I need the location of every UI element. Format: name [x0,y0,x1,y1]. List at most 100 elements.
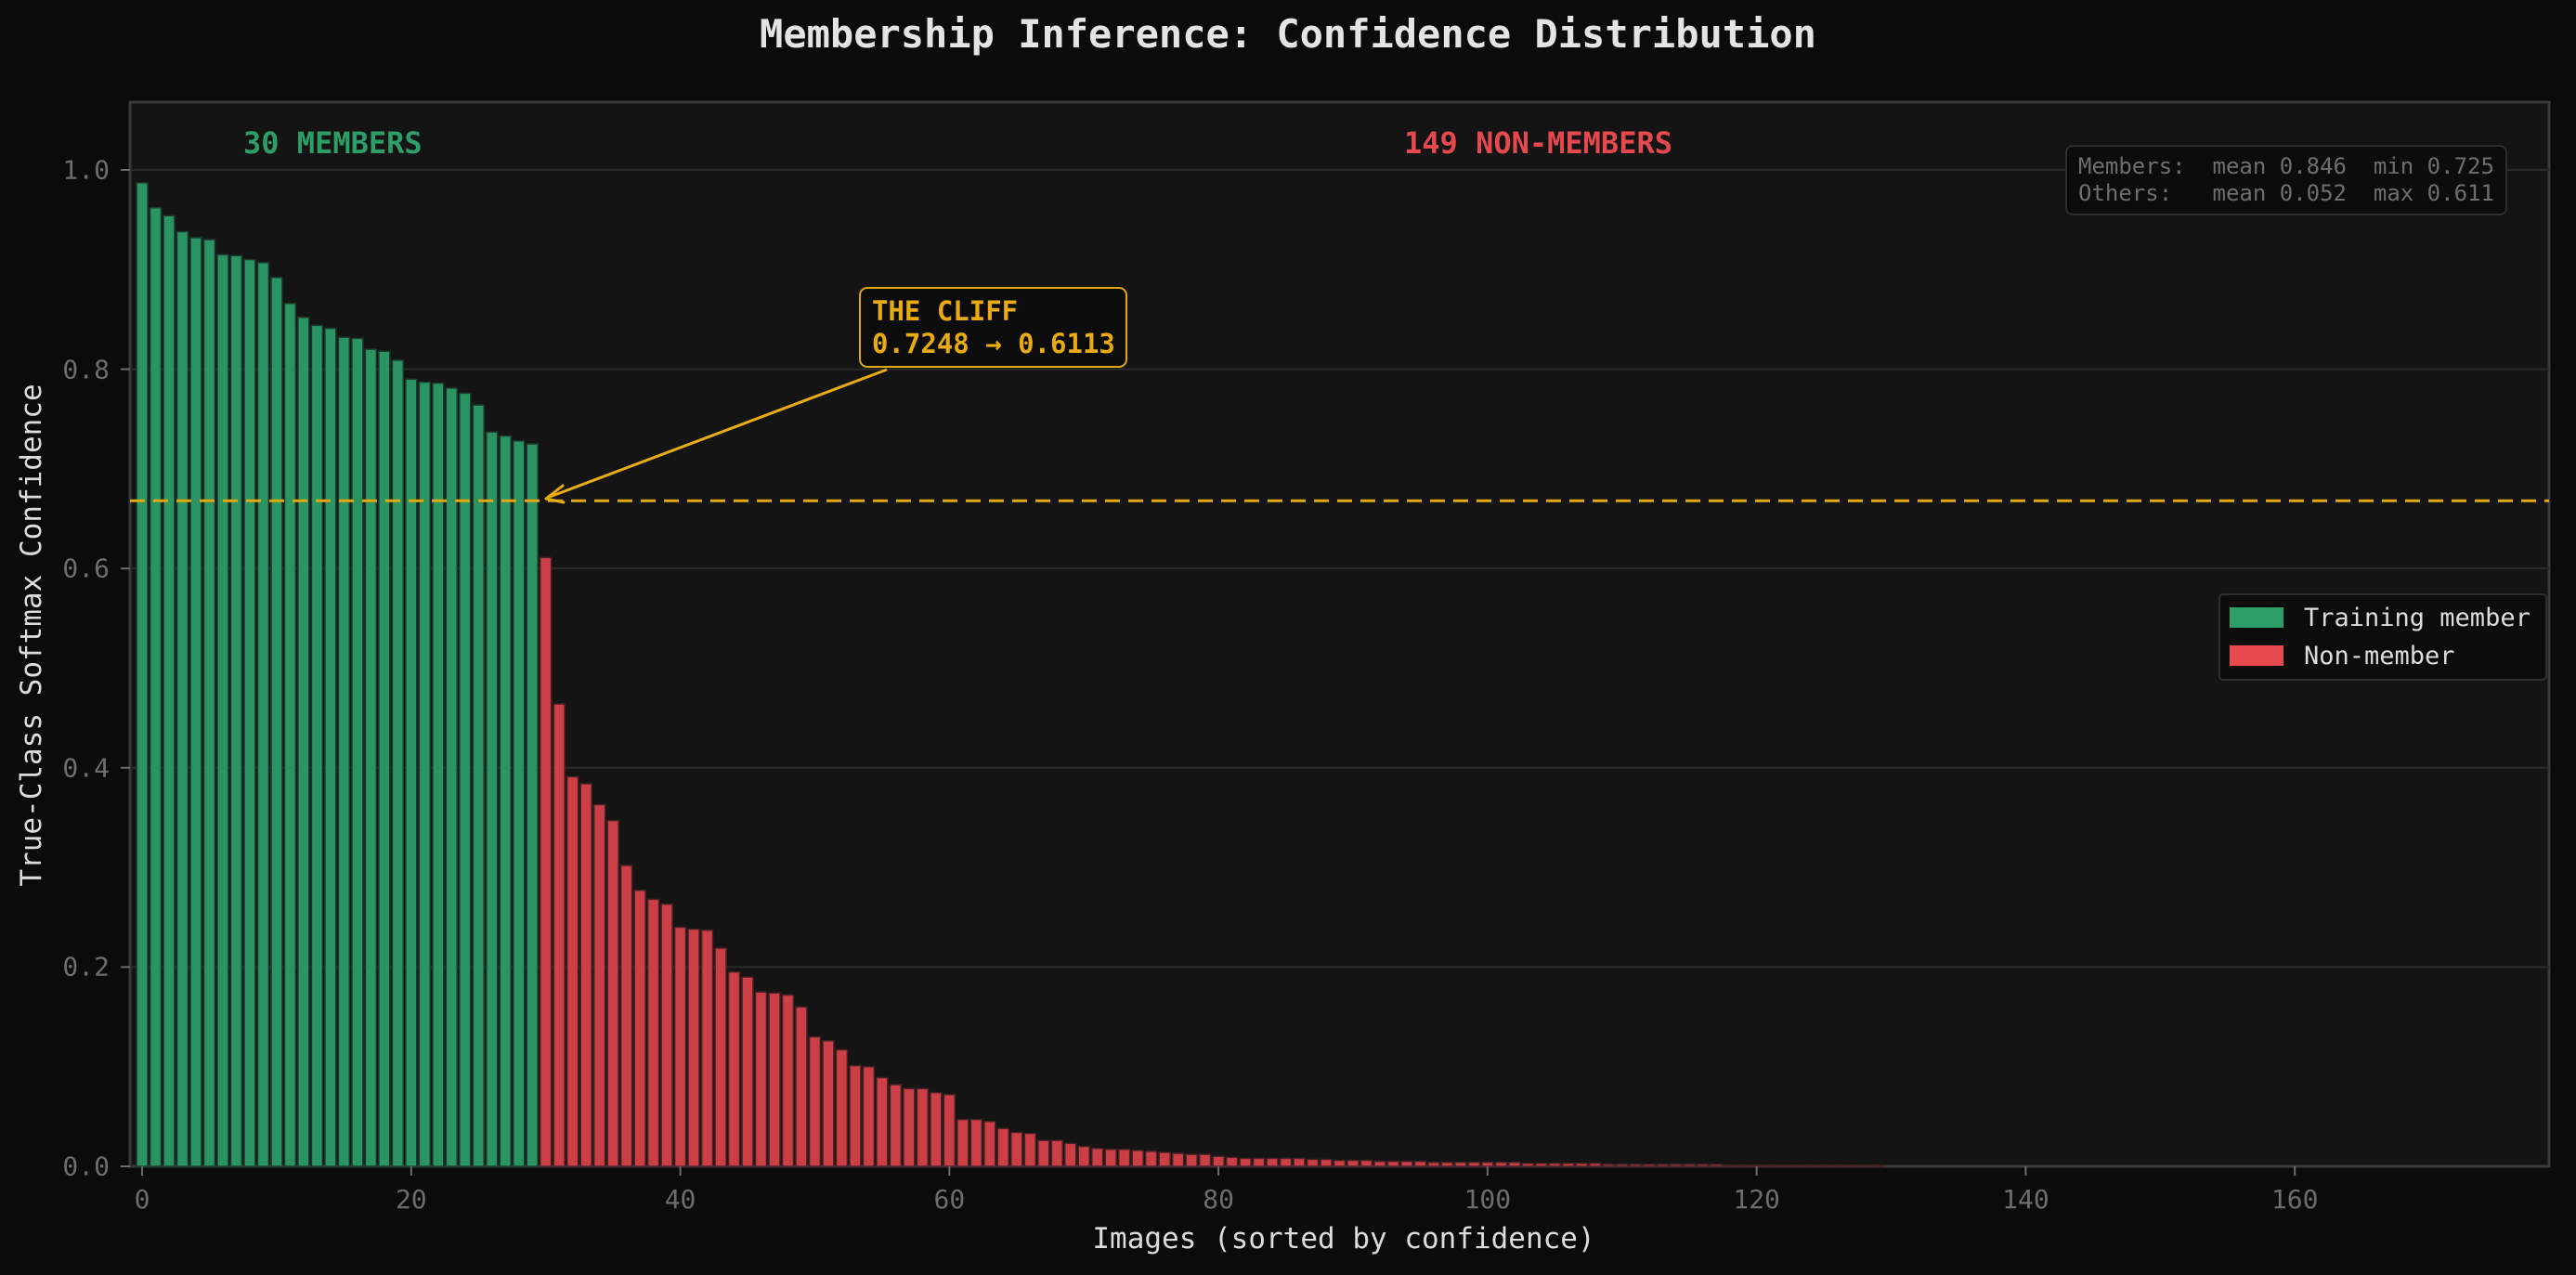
cliff-annotation: THE CLIFF 0.7248 → 0.6113 [859,287,1127,368]
bar [930,1091,943,1167]
arrow-head-icon [544,484,566,504]
x-tick-label: 60 [933,1184,966,1215]
red-swatch-icon [2230,645,2283,666]
bar [687,928,700,1167]
bar [1844,1164,1857,1167]
cliff-title: THE CLIFF [872,295,1019,327]
bar [1320,1158,1333,1167]
bar [310,324,324,1167]
chart-title: Membership Inference: Confidence Distrib… [760,11,1816,57]
bar [270,277,283,1167]
bar [1535,1163,1548,1167]
y-tick-label: 0.6 [62,553,110,584]
bar [1212,1155,1225,1167]
bar [364,348,378,1167]
bar [243,258,256,1167]
legend: Training member Non-member [2218,593,2547,681]
bar [1440,1161,1454,1167]
bar [459,392,472,1167]
legend-label: Non-member [2304,641,2455,670]
bar [1589,1163,1602,1167]
bar [1857,1164,1871,1167]
bar [1198,1153,1212,1167]
bar [754,991,768,1167]
bar [660,904,673,1167]
bar [499,435,512,1167]
y-tick-label: 0.2 [62,951,110,982]
x-tick-label: 40 [664,1184,696,1215]
bar [1010,1131,1023,1167]
bar [229,254,243,1167]
bar [1347,1159,1360,1167]
bar [1427,1161,1440,1167]
bar [1293,1157,1306,1167]
bar [1643,1164,1656,1167]
bar [969,1118,983,1167]
bar [1117,1149,1131,1167]
bar [202,239,216,1167]
bar [996,1127,1009,1167]
bar [592,803,606,1167]
y-tick-label: 0.8 [62,354,110,385]
bar [1776,1164,1790,1167]
bar [1696,1164,1710,1167]
y-axis-label: True-Class Softmax Confidence [15,384,48,887]
bar [1064,1142,1077,1167]
bar [673,926,687,1167]
bar [486,431,499,1167]
bar [983,1120,996,1167]
bar [1723,1164,1737,1167]
bar [1104,1149,1117,1167]
bar [619,865,633,1167]
non-members-count-label: 149 NON-MEMBERS [1404,125,1672,161]
bar [283,303,297,1167]
bar [1656,1164,1669,1167]
bar [1306,1158,1320,1167]
bar [216,254,229,1167]
bar [149,206,163,1167]
bar [1817,1164,1830,1167]
legend-item-training-member: Training member [2230,603,2530,632]
bar [391,359,405,1167]
y-tick-label: 1.0 [62,154,110,186]
bar [1454,1161,1467,1167]
bar [418,381,431,1167]
bar [1360,1159,1373,1167]
cliff-values: 0.7248 → 0.6113 [872,328,1115,359]
bar [1037,1139,1050,1167]
bar [1508,1161,1521,1167]
green-swatch-icon [2230,607,2283,628]
bar [1521,1163,1535,1167]
y-tick-label: 0.0 [62,1151,110,1182]
bar [513,440,526,1167]
bar [1373,1160,1386,1167]
bar [1185,1153,1198,1167]
bar [1737,1164,1750,1167]
bar [1050,1139,1063,1167]
bar [862,1065,876,1167]
bar [1333,1159,1347,1167]
bar [1710,1164,1723,1167]
bar [1602,1164,1615,1167]
bar [405,378,418,1167]
bar [768,992,781,1167]
bar [956,1118,969,1167]
bar [297,317,310,1167]
bar [1494,1161,1508,1167]
bar [1091,1147,1104,1167]
bar [1144,1151,1158,1167]
stats-box: Members: mean 0.846 min 0.725 Others: mea… [2065,145,2507,215]
bar [136,182,149,1167]
bar [566,775,579,1167]
x-axis-label: Images (sorted by confidence) [1092,1222,1595,1255]
bar [1481,1161,1494,1167]
bar [646,898,660,1167]
bar [1279,1157,1293,1167]
bar [256,262,270,1167]
bar [189,237,202,1167]
bar [1562,1163,1575,1167]
legend-item-non-member: Non-member [2230,641,2455,670]
bar [1670,1164,1683,1167]
bar [1790,1164,1803,1167]
bar [1400,1160,1413,1167]
